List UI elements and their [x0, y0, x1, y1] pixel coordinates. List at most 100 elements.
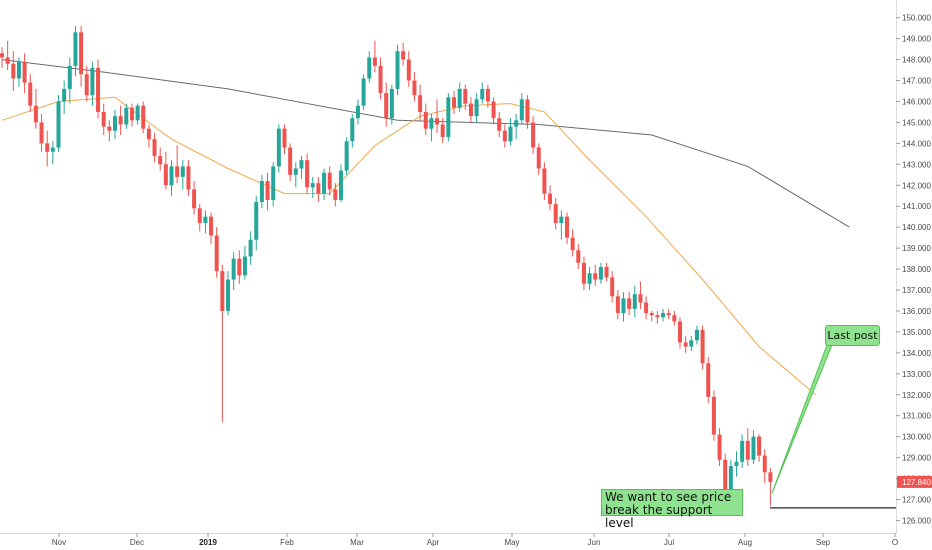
candle-body	[638, 294, 643, 303]
candle-body	[39, 122, 44, 144]
candle-body	[497, 118, 502, 131]
candle	[344, 137, 349, 175]
candle	[706, 357, 711, 404]
candle	[508, 118, 513, 146]
y-tick-label: 138.000	[902, 265, 931, 274]
candle	[107, 120, 112, 142]
candle-body	[367, 57, 372, 79]
x-tick-label: Sep	[816, 538, 831, 547]
candle	[689, 336, 694, 351]
candle	[711, 390, 716, 441]
candle-body	[604, 266, 609, 278]
y-tick-label: 135.000	[902, 328, 931, 337]
candle	[124, 103, 129, 129]
candle-body	[384, 93, 389, 119]
candle	[649, 310, 654, 322]
x-tick-label: Dec	[130, 538, 144, 547]
candle-body	[288, 147, 293, 175]
candle	[474, 93, 479, 123]
candle	[355, 99, 360, 125]
candle-body	[242, 256, 247, 276]
candle-body	[468, 103, 473, 117]
candle	[50, 141, 55, 165]
candle-body	[502, 130, 507, 142]
candle	[525, 95, 530, 129]
candle	[96, 59, 101, 119]
candle-body	[418, 95, 423, 112]
candle	[627, 292, 632, 316]
candle	[226, 271, 230, 316]
candle	[45, 130, 50, 167]
candle-body	[16, 61, 21, 79]
candle	[101, 103, 106, 135]
candle	[491, 97, 496, 125]
candle	[502, 124, 507, 148]
candle-body	[186, 166, 191, 190]
candle-body	[271, 166, 276, 200]
candle	[237, 250, 242, 284]
candle-body	[452, 97, 456, 108]
price-axis[interactable]: 126.000127.000128.000129.000130.000131.0…	[896, 14, 931, 526]
y-tick-label: 140.000	[902, 223, 931, 232]
x-tick-label: Apr	[427, 538, 440, 547]
candle-body	[355, 105, 360, 119]
x-tick-label: Nov	[52, 538, 66, 547]
candle	[135, 103, 140, 125]
candle	[553, 197, 558, 230]
candle	[84, 65, 89, 102]
candle-body	[610, 277, 615, 297]
candle-body	[378, 65, 383, 94]
candle-body	[446, 97, 451, 138]
candle-body	[457, 88, 462, 108]
candle-body	[728, 465, 733, 494]
candle-body	[508, 126, 513, 142]
y-tick-label: 130.000	[902, 433, 931, 442]
candle-body	[107, 126, 112, 131]
candle	[186, 160, 191, 196]
candle	[644, 296, 649, 320]
candle-body	[536, 147, 541, 169]
candle	[79, 26, 84, 87]
time-axis[interactable]: Nov Dec 2019 Feb Mar Apr May Jun Jul Aug Sep O	[52, 533, 898, 547]
y-tick-label: 141.000	[902, 202, 931, 211]
candle-body	[587, 273, 592, 284]
last-price-tag-bg	[897, 475, 932, 488]
candle-body	[548, 193, 553, 205]
chart-drawings	[770, 344, 896, 509]
candle	[457, 82, 462, 112]
candle	[757, 434, 762, 462]
candle-body	[531, 122, 536, 148]
candle	[514, 114, 519, 140]
candle-body	[203, 216, 208, 223]
candle	[418, 84, 423, 121]
candle-body	[22, 61, 27, 83]
candle	[39, 114, 44, 152]
candle	[197, 204, 202, 232]
candle	[11, 51, 16, 91]
y-tick-label: 126.000	[902, 516, 931, 525]
candle	[67, 57, 72, 104]
candle	[536, 143, 541, 175]
candle	[429, 114, 434, 142]
candle	[141, 101, 146, 133]
candle	[678, 317, 682, 349]
fast-moving-average-line	[1, 96, 816, 396]
candle-body	[56, 101, 61, 148]
candle	[209, 212, 214, 244]
y-tick-label: 147.000	[902, 77, 931, 86]
candle-body	[231, 258, 236, 280]
candle-body	[570, 237, 575, 251]
candle-body	[581, 262, 586, 284]
candle-body	[514, 120, 519, 127]
last-post-callout: Last post	[825, 325, 880, 346]
candle-body	[169, 166, 174, 186]
candle	[22, 53, 27, 94]
candle-body	[73, 32, 78, 66]
candle	[548, 185, 553, 211]
candle	[768, 468, 773, 506]
candle	[333, 183, 338, 207]
support-note-callout: We want to see price break the support l…	[601, 489, 743, 530]
candle	[361, 74, 366, 110]
x-tick-label: Mar	[350, 538, 364, 547]
candle-body	[361, 78, 366, 106]
